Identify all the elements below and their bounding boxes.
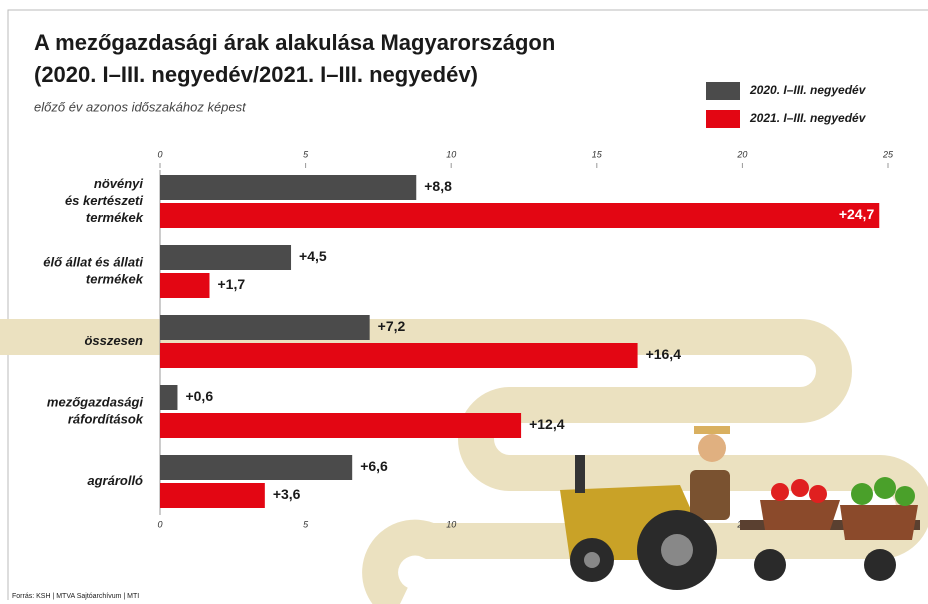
legend-label: 2021. I–III. negyedév	[749, 111, 867, 125]
x-tick-label: 10	[446, 519, 456, 529]
legend-swatch	[706, 110, 740, 128]
bar	[160, 245, 291, 270]
bar	[160, 413, 521, 438]
legend-swatch	[706, 82, 740, 100]
bar	[160, 343, 638, 368]
bar	[160, 273, 210, 298]
value-label: +8,8	[424, 178, 452, 194]
x-tick-label: 15	[592, 149, 603, 159]
bar	[160, 455, 352, 480]
category-label: agrárolló	[87, 473, 143, 488]
value-label: +6,6	[360, 458, 388, 474]
bar	[160, 483, 265, 508]
value-label: +12,4	[529, 416, 565, 432]
chart-note: előző év azonos időszakához képest	[34, 99, 247, 114]
value-label: +7,2	[378, 318, 406, 334]
value-label: +3,6	[273, 486, 301, 502]
value-label: +16,4	[646, 346, 682, 362]
category-label: mezőgazdasági	[47, 394, 143, 409]
x-tick-label: 0	[157, 149, 162, 159]
source: Forrás: KSH | MTVA Sajtóarchívum | MTI	[12, 593, 139, 600]
bar	[160, 175, 416, 200]
x-tick-label: 0	[157, 519, 162, 529]
legend-label: 2020. I–III. negyedév	[749, 83, 867, 97]
chart-subtitle: (2020. I–III. negyedév/2021. I–III. negy…	[34, 62, 478, 87]
value-label: +1,7	[218, 276, 246, 292]
x-tick-label: 20	[736, 149, 747, 159]
value-label: +24,7	[839, 206, 875, 222]
category-label: ráfordítások	[68, 411, 144, 426]
category-label: élő állat és állati	[43, 254, 143, 269]
category-label: és kertészeti	[65, 193, 143, 208]
bar	[160, 203, 879, 228]
category-label: termékek	[86, 210, 144, 225]
chart-title: A mezőgazdasági árak alakulása Magyarors…	[34, 30, 555, 55]
category-label: összesen	[84, 333, 143, 348]
x-tick-label: 25	[882, 149, 894, 159]
category-label: termékek	[86, 271, 144, 286]
value-label: +0,6	[185, 388, 213, 404]
bar	[160, 315, 370, 340]
x-tick-label: 10	[446, 149, 456, 159]
value-label: +4,5	[299, 248, 327, 264]
bar	[160, 385, 177, 410]
category-label: növényi	[94, 176, 144, 191]
chart: A mezőgazdasági árak alakulása Magyarors…	[0, 0, 928, 604]
